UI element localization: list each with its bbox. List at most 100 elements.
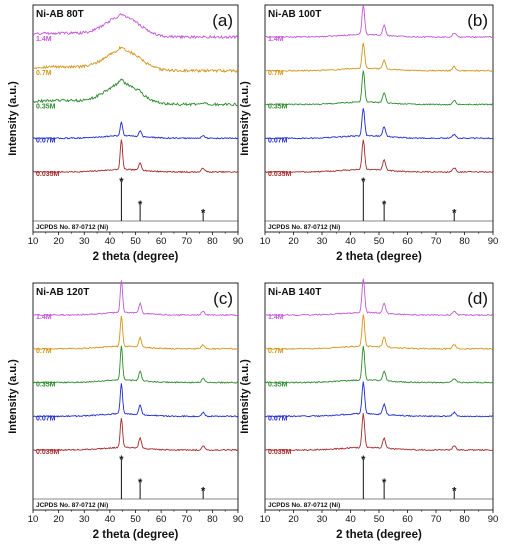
series-label: 0.35M xyxy=(36,104,56,111)
series-label: 0.07M xyxy=(36,137,56,144)
x-tick-label: 30 xyxy=(317,236,328,247)
series-label: 1.4M xyxy=(36,314,52,321)
x-axis-label: 2 theta (degree) xyxy=(336,251,422,263)
series-line-0.035M xyxy=(32,418,239,452)
x-axis-label: 2 theta (degree) xyxy=(93,529,179,541)
series-line-0.035M xyxy=(264,139,494,174)
chart-panel-c: 10 20 30 40 50 60 70 80 90 2 theta (degree) Intens… xyxy=(7,280,243,541)
series-label: 0.035M xyxy=(268,449,292,456)
reference-peak-marker: * xyxy=(361,454,366,466)
panel-title: Ni-AB 80T xyxy=(36,9,84,20)
y-axis-label: Intensity (a.u.) xyxy=(7,81,19,156)
y-axis-label: Intensity (a.u.) xyxy=(239,81,251,156)
x-tick-label: 20 xyxy=(288,514,299,525)
reference-peak-marker: * xyxy=(119,454,124,466)
reference-peak-marker: * xyxy=(361,176,366,188)
x-tick-label: 70 xyxy=(431,514,442,525)
series-line-0.7M xyxy=(264,42,494,72)
plot-frame xyxy=(32,282,239,511)
panel-letter: (b) xyxy=(467,11,488,30)
series-label: 0.35M xyxy=(36,382,56,389)
x-tick-label: 20 xyxy=(288,236,299,247)
series-line-0.7M xyxy=(32,315,239,350)
x-tick-label: 20 xyxy=(53,514,64,525)
x-tick-label: 70 xyxy=(431,236,442,247)
series-label: 0.7M xyxy=(268,70,284,77)
series-label: 0.035M xyxy=(36,171,60,178)
panel-title: Ni-AB 120T xyxy=(36,287,89,298)
x-tick-label: 70 xyxy=(181,514,192,525)
x-tick-label: 70 xyxy=(181,236,192,247)
series-label: 0.07M xyxy=(268,415,288,422)
panel-title: Ni-AB 100T xyxy=(268,9,321,20)
plot-frame xyxy=(264,282,494,511)
plot-frame xyxy=(32,4,239,233)
panel-title: Ni-AB 140T xyxy=(268,287,321,298)
series-label: 0.7M xyxy=(268,348,284,355)
x-tick-label: 50 xyxy=(130,236,141,247)
x-tick-label: 50 xyxy=(374,236,385,247)
x-tick-label: 50 xyxy=(130,514,141,525)
series-line-0.7M xyxy=(32,45,239,74)
reference-peak-marker: * xyxy=(138,477,143,489)
series-label: 0.07M xyxy=(36,415,56,422)
series-label: 1.4M xyxy=(36,36,52,43)
reference-label: JCPDS No. 87-0712 (Ni) xyxy=(36,502,108,509)
reference-peak-marker: * xyxy=(201,486,206,498)
reference-peak-marker: * xyxy=(119,176,124,188)
x-tick-label: 40 xyxy=(345,514,356,525)
reference-peak-marker: * xyxy=(382,199,387,211)
x-tick-label: 60 xyxy=(402,514,413,525)
series-label: 0.7M xyxy=(36,348,52,355)
x-tick-label: 20 xyxy=(53,236,64,247)
reference-peak-marker: * xyxy=(452,486,457,498)
series-label: 1.4M xyxy=(268,314,284,321)
series-line-0.35M xyxy=(264,70,494,106)
x-tick-label: 10 xyxy=(28,514,39,525)
series-label: 0.7M xyxy=(36,70,52,77)
x-tick-label: 40 xyxy=(105,236,116,247)
x-tick-label: 80 xyxy=(459,236,470,247)
panel-letter: (d) xyxy=(467,289,488,308)
x-tick-label: 50 xyxy=(374,514,385,525)
x-axis-label: 2 theta (degree) xyxy=(336,529,422,541)
series-label: 0.35M xyxy=(268,104,288,111)
series-line-0.07M xyxy=(264,108,494,140)
series-label: 0.035M xyxy=(36,449,60,456)
series-line-0.7M xyxy=(264,314,494,351)
x-tick-label: 10 xyxy=(260,514,271,525)
y-axis-label: Intensity (a.u.) xyxy=(239,359,251,434)
x-tick-label: 60 xyxy=(402,236,413,247)
x-tick-label: 10 xyxy=(260,236,271,247)
series-line-0.35M xyxy=(32,78,239,107)
series-line-1.4M xyxy=(32,13,239,40)
x-axis-label: 2 theta (degree) xyxy=(93,251,179,263)
x-tick-label: 30 xyxy=(79,236,90,247)
y-axis-label: Intensity (a.u.) xyxy=(7,359,19,434)
reference-peak-marker: * xyxy=(138,199,143,211)
x-tick-label: 60 xyxy=(156,514,167,525)
panel-letter: (a) xyxy=(212,11,233,30)
panel-letter: (c) xyxy=(213,289,233,308)
x-tick-label: 30 xyxy=(79,514,90,525)
reference-label: JCPDS No. 87-0712 (Ni) xyxy=(36,224,108,231)
x-tick-label: 90 xyxy=(488,514,499,525)
x-tick-label: 90 xyxy=(488,236,499,247)
series-label: 0.35M xyxy=(268,382,288,389)
series-label: 1.4M xyxy=(268,36,284,43)
chart-panel-a: 10 20 30 40 50 60 70 80 90 2 theta (degree) Intens… xyxy=(7,4,244,263)
x-tick-label: 90 xyxy=(233,514,244,525)
chart-panel-d: 10 20 30 40 50 60 70 80 90 2 theta (degree) Intens… xyxy=(239,278,499,541)
x-tick-label: 40 xyxy=(105,514,116,525)
x-tick-label: 10 xyxy=(28,236,39,247)
series-line-0.07M xyxy=(32,121,239,140)
plot-frame xyxy=(264,4,494,233)
x-tick-label: 30 xyxy=(317,514,328,525)
series-line-0.035M xyxy=(264,413,494,452)
reference-peak-marker: * xyxy=(452,208,457,220)
x-tick-label: 40 xyxy=(345,236,356,247)
x-tick-label: 60 xyxy=(156,236,167,247)
x-tick-label: 90 xyxy=(233,236,244,247)
series-line-0.07M xyxy=(33,383,239,418)
